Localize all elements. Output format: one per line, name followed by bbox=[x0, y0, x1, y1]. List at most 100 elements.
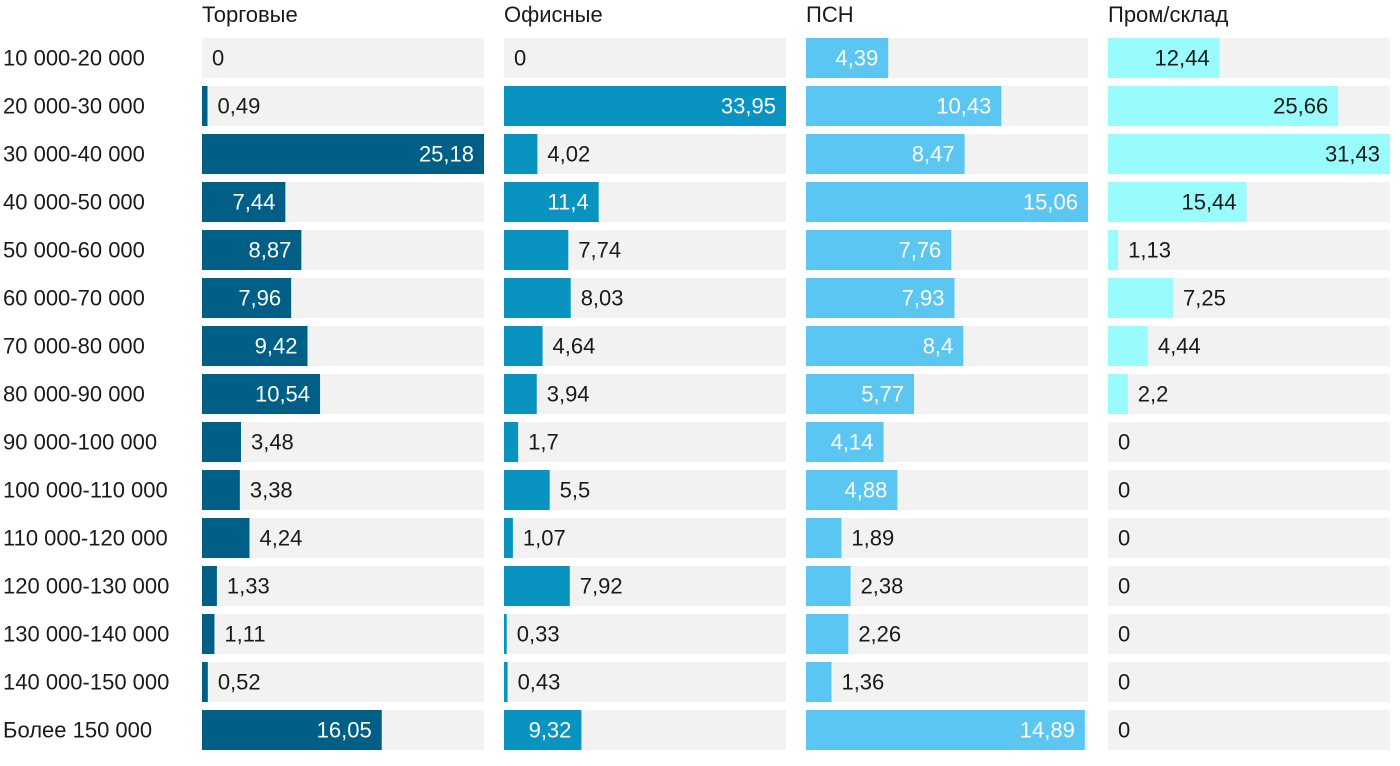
bar bbox=[806, 422, 884, 462]
category-label: 70 000-80 000 bbox=[3, 334, 145, 359]
category-label: 20 000-30 000 bbox=[3, 94, 145, 119]
data-label: 7,96 bbox=[238, 286, 281, 311]
bar bbox=[504, 86, 786, 126]
category-label: 50 000-60 000 bbox=[3, 238, 145, 263]
data-label: 9,32 bbox=[529, 718, 572, 743]
category-label: 110 000-120 000 bbox=[3, 526, 168, 551]
bar bbox=[806, 134, 965, 174]
bar bbox=[504, 134, 538, 174]
category-label: Более 150 000 bbox=[3, 718, 152, 743]
bar bbox=[1108, 38, 1220, 78]
series-title: Торговые bbox=[202, 2, 298, 27]
data-label: 12,44 bbox=[1155, 46, 1210, 71]
data-label: 1,7 bbox=[528, 430, 559, 455]
data-label: 15,44 bbox=[1181, 190, 1236, 215]
data-label: 0,33 bbox=[517, 622, 560, 647]
data-label: 8,4 bbox=[923, 334, 954, 359]
data-label: 0,52 bbox=[218, 670, 261, 695]
bar bbox=[806, 374, 915, 414]
bar bbox=[202, 518, 250, 558]
data-label: 9,42 bbox=[255, 334, 298, 359]
bar-track bbox=[202, 86, 484, 126]
bar bbox=[806, 518, 842, 558]
bar bbox=[806, 230, 952, 270]
data-label: 3,94 bbox=[547, 382, 590, 407]
bar bbox=[806, 86, 1002, 126]
bar bbox=[202, 134, 484, 174]
data-label: 0 bbox=[1118, 670, 1130, 695]
bar-track bbox=[504, 326, 786, 366]
bar-track bbox=[504, 614, 786, 654]
bar bbox=[1108, 86, 1339, 126]
bar-track bbox=[1108, 710, 1390, 750]
bar-track bbox=[504, 662, 786, 702]
bar bbox=[202, 662, 208, 702]
bar bbox=[504, 374, 537, 414]
bar bbox=[202, 278, 292, 318]
data-label: 2,26 bbox=[858, 622, 901, 647]
bar bbox=[806, 326, 964, 366]
data-label: 0 bbox=[514, 46, 526, 71]
data-label: 1,89 bbox=[851, 526, 894, 551]
data-label: 16,05 bbox=[317, 718, 372, 743]
data-label: 0 bbox=[1118, 574, 1130, 599]
data-label: 7,76 bbox=[898, 238, 941, 263]
data-label: 4,14 bbox=[831, 430, 874, 455]
bar bbox=[504, 662, 508, 702]
bar-track bbox=[1108, 470, 1390, 510]
bar bbox=[504, 710, 582, 750]
data-label: 0,49 bbox=[217, 94, 260, 119]
data-label: 7,44 bbox=[232, 190, 275, 215]
bar bbox=[806, 566, 851, 606]
category-label: 90 000-100 000 bbox=[3, 430, 157, 455]
data-label: 15,06 bbox=[1023, 190, 1078, 215]
category-label: 60 000-70 000 bbox=[3, 286, 145, 311]
bar-track bbox=[504, 374, 786, 414]
panel-псн: ПСН 4,39 10,43 8,47 15,06 7,76 7,93 8,4 5,77 4,14… bbox=[806, 2, 1088, 750]
bar-track bbox=[1108, 518, 1390, 558]
data-label: 4,44 bbox=[1158, 334, 1201, 359]
category-labels: 10 000-20 000 20 000-30 000 30 000-40 000 4… bbox=[3, 46, 169, 743]
bar-track bbox=[1108, 230, 1390, 270]
data-label: 8,03 bbox=[581, 286, 624, 311]
bar-track bbox=[504, 422, 786, 462]
data-label: 4,88 bbox=[845, 478, 888, 503]
data-label: 1,36 bbox=[841, 670, 884, 695]
data-label: 2,38 bbox=[861, 574, 904, 599]
bar-track bbox=[202, 38, 484, 78]
data-label: 1,11 bbox=[224, 622, 265, 647]
chart-panels: Торговые 0 0,49 25,18 7,44 8,87 7,96 9,42 10,54 3… bbox=[202, 2, 1390, 750]
data-label: 11,4 bbox=[548, 190, 589, 215]
data-label: 33,95 bbox=[721, 94, 776, 119]
bar bbox=[504, 326, 543, 366]
bar-track bbox=[806, 662, 1088, 702]
data-label: 1,13 bbox=[1128, 238, 1171, 263]
bar-track bbox=[504, 38, 786, 78]
bar-track bbox=[202, 662, 484, 702]
bar bbox=[504, 566, 570, 606]
category-label: 140 000-150 000 bbox=[3, 670, 169, 695]
data-label: 14,89 bbox=[1020, 718, 1075, 743]
data-label: 7,74 bbox=[578, 238, 621, 263]
category-label: 120 000-130 000 bbox=[3, 574, 169, 599]
data-label: 0 bbox=[1118, 478, 1130, 503]
data-label: 5,77 bbox=[861, 382, 904, 407]
category-label: 30 000-40 000 bbox=[3, 142, 145, 167]
bar bbox=[806, 182, 1088, 222]
bar bbox=[504, 422, 519, 462]
data-label: 1,07 bbox=[523, 526, 566, 551]
data-label: 8,47 bbox=[912, 142, 955, 167]
bar bbox=[202, 470, 240, 510]
category-label: 10 000-20 000 bbox=[3, 46, 145, 71]
bar bbox=[806, 278, 955, 318]
bar-track bbox=[1108, 374, 1390, 414]
bar bbox=[202, 566, 217, 606]
bar bbox=[504, 518, 513, 558]
data-label: 4,39 bbox=[835, 46, 878, 71]
bar bbox=[1108, 182, 1247, 222]
bar-track bbox=[806, 614, 1088, 654]
panel-торговые: Торговые 0 0,49 25,18 7,44 8,87 7,96 9,42 10,54 3… bbox=[202, 2, 484, 750]
data-label: 0 bbox=[1118, 718, 1130, 743]
bar bbox=[806, 614, 849, 654]
bar-track bbox=[1108, 422, 1390, 462]
